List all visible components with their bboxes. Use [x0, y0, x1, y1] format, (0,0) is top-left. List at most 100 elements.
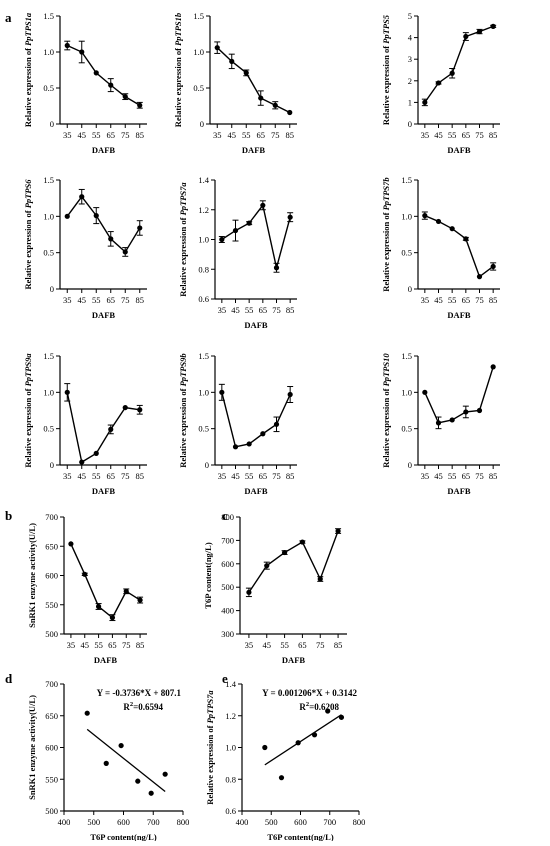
y-tick-label: 700 [45, 512, 58, 522]
x-tick-label: 75 [271, 130, 280, 140]
data-point [246, 441, 252, 447]
r-squared: R2=0.6594 [123, 701, 163, 712]
chart-panel-a7: 0 0.5 1.0 1.5 35 45 55 65 75 85 DAFB Relative expre… [23, 351, 147, 496]
x-tick-label: 45 [81, 640, 90, 650]
data-point [258, 95, 264, 101]
data-point [299, 539, 306, 545]
chart-panel-a6: 0 0.5 1.0 1.5 35 45 55 65 75 85 DAFB Relative expre… [381, 175, 500, 320]
r-squared-superscript: 2 [130, 701, 133, 708]
series-line [221, 203, 291, 268]
x-tick-label: 75 [121, 471, 130, 481]
data-point [232, 227, 239, 234]
data-point [162, 771, 168, 777]
data-point [272, 102, 278, 108]
data-point [84, 710, 90, 716]
chart-panel-a4: 0 0.5 1.0 1.5 35 45 55 65 75 85 DAFB Relative expre… [23, 175, 147, 320]
x-axis-title: DAFB [92, 486, 115, 496]
data-point [108, 236, 114, 242]
x-tick-label: 85 [136, 640, 145, 650]
x-tick-label: 85 [136, 130, 145, 140]
y-axis-title: Relative expression of PpTPS1a [23, 12, 33, 127]
data-point [490, 263, 496, 270]
x-tick-label: 85 [286, 471, 295, 481]
x-tick-label: 400 [58, 817, 71, 827]
y-tick-label: 650 [45, 711, 58, 721]
y-tick-label: 1.5 [43, 11, 54, 21]
data-point [82, 571, 88, 577]
y-tick-label: 1.0 [401, 211, 412, 221]
x-axis-title: DAFB [447, 145, 470, 155]
y-tick-label: 0 [408, 284, 412, 294]
data-point [273, 265, 280, 271]
y-axis-title-text: Relative expression of [178, 215, 188, 296]
data-point [93, 70, 99, 76]
x-axis-title: DAFB [94, 655, 117, 665]
data-point [95, 603, 102, 610]
y-tick-label: 1.5 [193, 11, 204, 21]
x-tick-label: 75 [272, 305, 281, 315]
x-tick-label: 600 [294, 817, 307, 827]
y-axis-title-text: SnRK1 enzyme activity(U/L) [27, 695, 37, 800]
data-point [287, 391, 293, 398]
y-tick-label: 1.2 [225, 711, 236, 721]
data-point [449, 70, 455, 76]
y-axis-title: Relative expression of PpTPS7a [205, 690, 215, 805]
y-tick-label: 800 [221, 512, 234, 522]
y-axis-title-text: Relative expression of [173, 46, 183, 127]
y-axis-title: Relative expression of PpTPS7b [381, 177, 391, 291]
data-point [123, 588, 129, 594]
data-point [137, 225, 143, 231]
y-axis-title-text: Relative expression of [23, 208, 33, 289]
data-point [137, 407, 143, 413]
x-tick-label: 800 [353, 817, 366, 827]
series-line [216, 47, 291, 114]
data-point [109, 615, 116, 621]
data-point [262, 744, 268, 751]
y-axis-title: Relative expression of PpTPS7a [178, 182, 188, 297]
regression-equation: Y = 0.001206*X + 0.3142 [262, 688, 357, 698]
y-tick-label: 1.0 [225, 743, 236, 753]
data-point [243, 70, 249, 76]
x-axis-title: DAFB [244, 486, 267, 496]
x-axis-title: DAFB [244, 320, 267, 330]
x-tick-label: 35 [421, 130, 430, 140]
x-tick-label: 800 [177, 817, 190, 827]
x-tick-label: 85 [136, 471, 145, 481]
y-tick-label: 0.6 [198, 294, 209, 304]
y-tick-label: 0 [205, 460, 209, 470]
x-tick-label: 65 [107, 295, 116, 305]
x-tick-label: 65 [257, 130, 266, 140]
x-tick-label: 65 [462, 471, 471, 481]
panel-letter-b: b [5, 508, 12, 523]
x-tick-label: 35 [63, 471, 72, 481]
x-tick-label: 55 [280, 640, 289, 650]
data-point [463, 236, 469, 242]
x-tick-label: 85 [286, 305, 295, 315]
data-point [64, 42, 70, 49]
x-tick-label: 35 [67, 640, 76, 650]
data-point [476, 274, 483, 280]
x-tick-label: 65 [108, 640, 117, 650]
data-point [422, 99, 428, 105]
y-tick-label: 5 [408, 11, 412, 21]
data-point [260, 431, 266, 437]
data-point [490, 364, 496, 370]
y-axis-title-text: Relative expression of [23, 386, 33, 467]
data-point [295, 740, 301, 746]
y-tick-label: 700 [45, 679, 58, 689]
x-tick-label: 45 [434, 471, 443, 481]
y-tick-label: 0.8 [225, 774, 236, 784]
series-line [66, 195, 141, 254]
x-tick-label: 35 [421, 471, 430, 481]
y-axis-title: T6P content(ng/L) [203, 542, 213, 609]
data-point [260, 202, 266, 208]
panel-letter-e: e [222, 671, 228, 686]
x-tick-label: 35 [63, 130, 72, 140]
x-tick-label: 45 [434, 130, 443, 140]
data-point [64, 389, 70, 395]
x-tick-label: 35 [421, 295, 430, 305]
data-point [108, 426, 114, 432]
y-axis-title: Relative expression of PpTPS1b [173, 13, 183, 127]
y-axis-title-gene: PpTPS1a [23, 12, 33, 46]
